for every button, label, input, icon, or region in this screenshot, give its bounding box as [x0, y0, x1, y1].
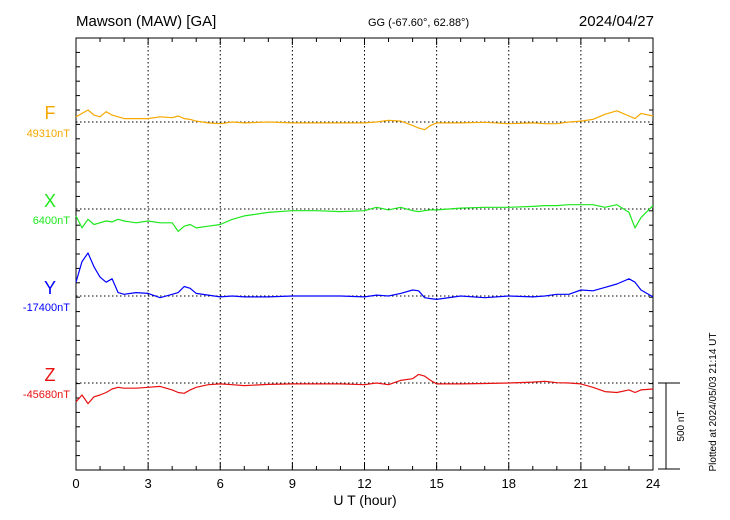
x-tick-label-21: 21 [574, 476, 588, 491]
component-labels: F 49310nT X 6400nT Y -17400nT Z -45680nT [23, 103, 70, 401]
component-label-F: F [45, 103, 56, 123]
station-title: Mawson (MAW) [GA] [76, 13, 216, 30]
x-axis-label: U T (hour) [333, 492, 396, 508]
x-tick-label-24: 24 [646, 476, 660, 491]
baseline-label-X: 6400nT [33, 215, 71, 227]
axis-ticks [75, 38, 654, 471]
x-tick-label-3: 3 [145, 476, 152, 491]
geographic-coords: GG (-67.60°, 62.88°) [368, 17, 469, 29]
trace-F [75, 109, 654, 131]
component-traces [75, 109, 654, 405]
component-label-Z: Z [45, 365, 56, 385]
baseline-label-Z: -45680nT [23, 389, 70, 401]
component-label-X: X [44, 191, 56, 211]
component-label-Y: Y [44, 278, 56, 298]
baseline-label-F: 49310nT [27, 128, 71, 140]
x-tick-label-15: 15 [429, 476, 443, 491]
x-tick-label-12: 12 [357, 476, 371, 491]
x-tick-label-9: 9 [289, 476, 296, 491]
trace-X [75, 204, 654, 232]
scale-bar [658, 382, 680, 470]
x-tick-label-0: 0 [72, 476, 79, 491]
baseline-label-Y: -17400nT [23, 302, 70, 314]
scale-bar-label: 500 nT [676, 410, 687, 441]
plotted-timestamp: Plotted at 2024/05/03 21:14 UT [708, 333, 719, 472]
trace-Y [75, 252, 654, 300]
trace-Z [75, 373, 654, 405]
plot-date: 2024/04/27 [579, 13, 654, 30]
chart-grid [147, 38, 582, 470]
x-tick-labels: 0 3 6 9 12 15 18 21 24 [72, 476, 660, 491]
x-tick-label-18: 18 [502, 476, 516, 491]
x-tick-label-6: 6 [217, 476, 224, 491]
